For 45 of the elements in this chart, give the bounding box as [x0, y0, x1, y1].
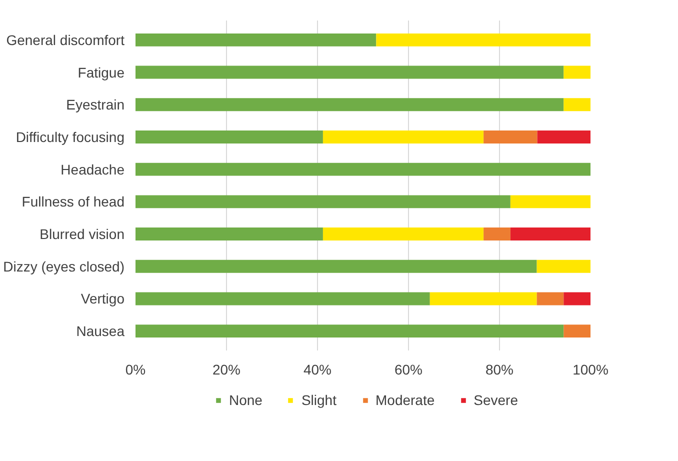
bar	[136, 66, 564, 79]
y-tick-label: Fatigue	[78, 64, 125, 80]
bar	[564, 324, 590, 338]
bar	[136, 98, 564, 112]
y-tick-label: Vertigo	[80, 290, 125, 307]
bar	[484, 130, 538, 144]
y-tick-label: Fullness of head	[22, 194, 125, 210]
x-tick-label: 80%	[485, 362, 514, 378]
bar	[510, 228, 590, 240]
bar	[564, 66, 590, 79]
bar	[537, 130, 590, 144]
x-tick-label: 60%	[394, 362, 423, 378]
bar	[136, 195, 510, 208]
y-tick-label: Dizzy (eyes closed)	[3, 258, 125, 274]
bar	[510, 195, 590, 208]
y-tick-label: Difficulty focusing	[16, 128, 125, 145]
bar	[430, 292, 537, 306]
legend-label: None	[228, 392, 262, 408]
bar	[136, 228, 323, 240]
bar	[484, 228, 510, 240]
x-tick-label: 20%	[212, 362, 241, 378]
x-tick-label: 100%	[572, 362, 608, 378]
bar	[536, 260, 590, 273]
legend-label: Moderate	[375, 392, 435, 408]
y-tick-label: General discomfort	[6, 32, 125, 48]
bar	[564, 292, 590, 306]
bar	[136, 130, 323, 144]
y-tick-label: Headache	[60, 161, 125, 178]
bar	[322, 130, 484, 144]
bar	[376, 33, 590, 46]
bar	[564, 98, 590, 112]
bar	[136, 260, 537, 273]
bar	[136, 33, 376, 46]
bar	[136, 324, 564, 338]
y-tick-label: Nausea	[76, 323, 125, 340]
x-tick-label: 0%	[125, 362, 146, 378]
y-tick-label: Blurred vision	[40, 226, 125, 242]
x-tick-label: 40%	[303, 362, 332, 378]
legend-label: Severe	[474, 392, 518, 408]
bar	[136, 162, 590, 176]
y-tick-label: Eyestrain	[66, 96, 124, 113]
bar	[322, 228, 484, 240]
bar	[136, 292, 430, 306]
legend-label: Slight	[301, 392, 336, 408]
bar	[536, 292, 564, 306]
